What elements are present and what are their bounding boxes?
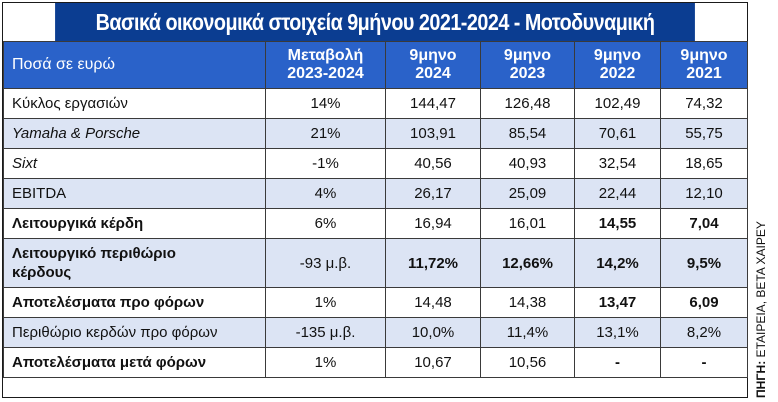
- table-title: Βασικά οικονομικά στοιχεία 9μήνου 2021-2…: [55, 3, 695, 41]
- table-cell: 11,4%: [480, 317, 575, 348]
- row-label: Λειτουργικό περιθώριο κέρδους: [3, 238, 266, 288]
- table-cell: 1%: [265, 287, 386, 318]
- table-cell: 13,47: [574, 287, 661, 318]
- table-cell: 16,01: [480, 208, 575, 239]
- table-row: Λειτουργικά κέρδη 6% 16,94 16,01 14,55 7…: [3, 208, 748, 239]
- table-cell: -135 μ.β.: [265, 317, 386, 348]
- header-change: Μεταβολή 2023-2024: [265, 41, 386, 89]
- table-cell: 12,10: [660, 178, 748, 209]
- table-cell: 14%: [265, 88, 386, 119]
- table-cell: -: [574, 347, 661, 378]
- table-cell: 6,09: [660, 287, 748, 318]
- table-cell: 7,04: [660, 208, 748, 239]
- table-cell: 10,0%: [385, 317, 481, 348]
- table-cell: 55,75: [660, 118, 748, 149]
- row-label: Κύκλος εργασιών: [3, 88, 266, 119]
- table-cell: -1%: [265, 148, 386, 179]
- row-label: EBITDA: [3, 178, 266, 209]
- table-cell: 126,48: [480, 88, 575, 119]
- table-cell: 10,67: [385, 347, 481, 378]
- table-cell: 18,65: [660, 148, 748, 179]
- table-cell: 14,48: [385, 287, 481, 318]
- header-row: Ποσά σε ευρώ Μεταβολή 2023-2024 9μηνο 2024…: [3, 41, 748, 89]
- table-cell: 10,56: [480, 347, 575, 378]
- table-cell: 1%: [265, 347, 386, 378]
- table-cell: 6%: [265, 208, 386, 239]
- table-cell: 13,1%: [574, 317, 661, 348]
- row-label: Sixt: [3, 148, 266, 179]
- table-cell: -: [660, 347, 748, 378]
- table-cell: 144,47: [385, 88, 481, 119]
- table-cell: 16,94: [385, 208, 481, 239]
- table-cell: 32,54: [574, 148, 661, 179]
- table-row: Yamaha & Porsche 21% 103,91 85,54 70,61 …: [3, 118, 748, 149]
- financial-table: Ποσά σε ευρώ Μεταβολή 2023-2024 9μηνο 2024…: [3, 41, 748, 378]
- table-row: Αποτελέσματα προ φόρων 1% 14,48 14,38 13…: [3, 287, 748, 318]
- row-label: Yamaha & Porsche: [3, 118, 266, 149]
- table-cell: 85,54: [480, 118, 575, 149]
- table-cell: 102,49: [574, 88, 661, 119]
- table-cell: 70,61: [574, 118, 661, 149]
- table-row: Κύκλος εργασιών 14% 144,47 126,48 102,49…: [3, 88, 748, 119]
- table-cell: 21%: [265, 118, 386, 149]
- row-label: Περιθώριο κερδών προ φόρων: [3, 317, 266, 348]
- source-text: ΕΤΑΙΡΕΙΑ, ΒΕΤΑ ΧΑΙΡΕΥ: [754, 221, 768, 358]
- header-9m-2023: 9μηνο 2023: [480, 41, 575, 89]
- table-row: Sixt -1% 40,56 40,93 32,54 18,65: [3, 148, 748, 179]
- table-cell: 74,32: [660, 88, 748, 119]
- table-row: EBITDA 4% 26,17 25,09 22,44 12,10: [3, 178, 748, 209]
- table-cell: 14,55: [574, 208, 661, 239]
- header-9m-2021: 9μηνο 2021: [660, 41, 748, 89]
- table-cell: 12,66%: [480, 238, 575, 288]
- header-amounts-label: Ποσά σε ευρώ: [3, 41, 266, 89]
- table-cell: 4%: [265, 178, 386, 209]
- table-cell: 11,72%: [385, 238, 481, 288]
- header-9m-2024: 9μηνο 2024: [385, 41, 481, 89]
- table-row: Περιθώριο κερδών προ φόρων -135 μ.β. 10,…: [3, 317, 748, 348]
- row-label: Αποτελέσματα μετά φόρων: [3, 347, 266, 378]
- row-label: Αποτελέσματα προ φόρων: [3, 287, 266, 318]
- table-cell: 8,2%: [660, 317, 748, 348]
- table-cell: 22,44: [574, 178, 661, 209]
- table-cell: 26,17: [385, 178, 481, 209]
- table-cell: -93 μ.β.: [265, 238, 386, 288]
- table-cell: 9,5%: [660, 238, 748, 288]
- row-label: Λειτουργικά κέρδη: [3, 208, 266, 239]
- table-row: Αποτελέσματα μετά φόρων 1% 10,67 10,56 -…: [3, 347, 748, 378]
- table-cell: 40,56: [385, 148, 481, 179]
- table-cell: 14,38: [480, 287, 575, 318]
- source-key: ΠΗΓΗ:: [754, 360, 768, 398]
- table-row: Λειτουργικό περιθώριο κέρδους -93 μ.β. 11…: [3, 238, 748, 288]
- table-cell: 14,2%: [574, 238, 661, 288]
- source-credit: ΠΗΓΗ: ΕΤΑΙΡΕΙΑ, ΒΕΤΑ ΧΑΙΡΕΥ: [752, 221, 770, 398]
- table-cell: 40,93: [480, 148, 575, 179]
- header-9m-2022: 9μηνο 2022: [574, 41, 661, 89]
- table-cell: 103,91: [385, 118, 481, 149]
- table-cell: 25,09: [480, 178, 575, 209]
- financial-table-panel: Βασικά οικονομικά στοιχεία 9μήνου 2021-2…: [2, 2, 748, 398]
